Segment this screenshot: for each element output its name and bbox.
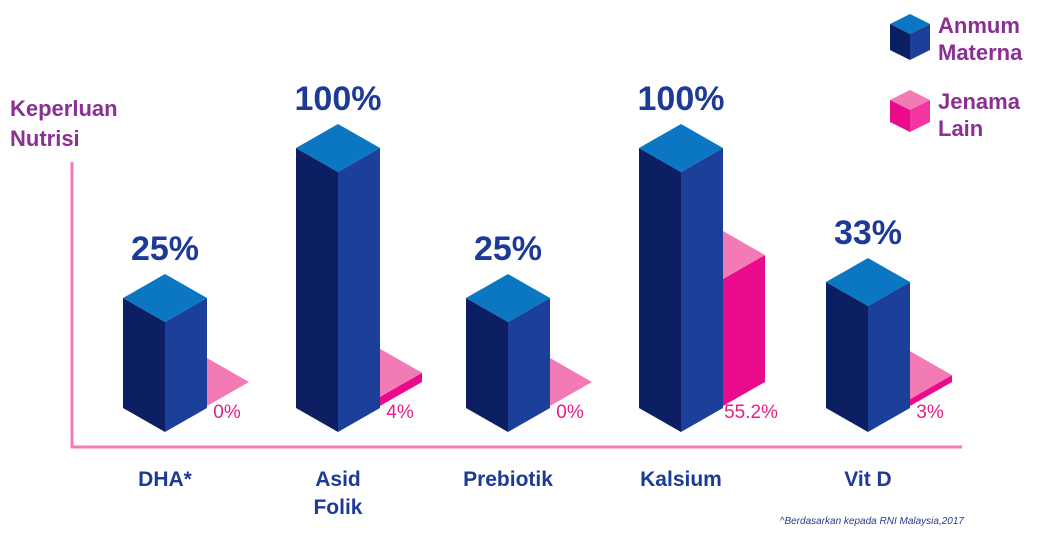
category-label-1-line-1: DHA* [138, 468, 192, 491]
category-label-2-line-1: Asid [315, 468, 361, 491]
primary-bar-side-3 [508, 298, 550, 432]
bar-group-2: 100% 4% Asid Folik [295, 80, 422, 519]
y-axis-title-line-1: Keperluan [10, 96, 118, 121]
primary-bar-top-1 [123, 274, 207, 322]
secondary-value-label-3: 0% [556, 402, 584, 423]
primary-value-label-4: 100% [638, 80, 725, 118]
legend-cube-blue-icon [890, 14, 930, 60]
legend-cube-pink-icon [890, 90, 930, 132]
primary-bar-top-2 [296, 124, 380, 172]
bar-groups: 25% 0% DHA* 100% 4% Asid Folik 25% 0% Prebiotik 10… [123, 80, 952, 519]
secondary-bar-top-5 [910, 351, 952, 400]
category-label-5-line-1: Vit D [844, 468, 891, 491]
secondary-bar-top-4 [723, 231, 765, 280]
bar-group-4: 100% 55.2% Kalsium [638, 80, 779, 491]
primary-bar-side-4 [681, 148, 723, 432]
bar-group-3: 25% 0% Prebiotik [463, 230, 592, 491]
secondary-bar-front-4 [723, 255, 765, 406]
primary-bar-front-3 [466, 298, 508, 432]
y-axis-title: Keperluan Nutrisi [10, 94, 118, 154]
footnote: ^Berdasarkan kepada RNI Malaysia,2017 [779, 516, 964, 527]
primary-bar-side-2 [338, 148, 380, 432]
bar-group-5: 33% 3% Vit D [826, 214, 952, 491]
secondary-bar-front-5 [910, 375, 952, 406]
primary-bar-top-5 [826, 258, 910, 306]
secondary-value-label-4: 55.2% [724, 402, 778, 423]
secondary-value-label-5: 3% [916, 402, 944, 423]
legend-label-anmum-line-2: Materna [938, 40, 1023, 65]
primary-bar-side-1 [165, 298, 207, 432]
secondary-bar-top-3 [550, 358, 592, 406]
secondary-value-label-1: 0% [213, 402, 241, 423]
primary-bar-front-4 [639, 148, 681, 432]
category-label-2-line-2: Folik [313, 496, 362, 519]
primary-value-label-1: 25% [131, 230, 199, 268]
secondary-value-label-2: 4% [386, 402, 414, 423]
secondary-bar-top-1 [207, 358, 249, 406]
primary-bar-front-2 [296, 148, 338, 432]
category-label-4-line-1: Kalsium [640, 468, 722, 491]
primary-bar-top-3 [466, 274, 550, 322]
primary-value-label-2: 100% [295, 80, 382, 118]
primary-bar-front-1 [123, 298, 165, 432]
category-label-3-line-1: Prebiotik [463, 468, 553, 491]
legend-item-jenama-lain: Jenama Lain [888, 88, 1020, 142]
legend-label-jenama-line-1: Jenama [938, 89, 1020, 114]
primary-value-label-5: 33% [834, 214, 902, 252]
secondary-bar-top-2 [380, 348, 422, 397]
legend-label-jenama-line-2: Lain [938, 116, 984, 141]
axes [70, 162, 962, 449]
legend-item-anmum-materna: Anmum Materna [888, 12, 1022, 66]
legend-label-anmum-line-1: Anmum [938, 13, 1020, 38]
primary-bar-front-5 [826, 282, 868, 432]
primary-value-label-3: 25% [474, 230, 542, 268]
primary-bar-side-5 [868, 282, 910, 432]
secondary-bar-front-2 [380, 372, 422, 406]
bar-group-1: 25% 0% DHA* [123, 230, 249, 491]
y-axis-title-line-2: Nutrisi [10, 126, 80, 151]
primary-bar-top-4 [639, 124, 723, 172]
